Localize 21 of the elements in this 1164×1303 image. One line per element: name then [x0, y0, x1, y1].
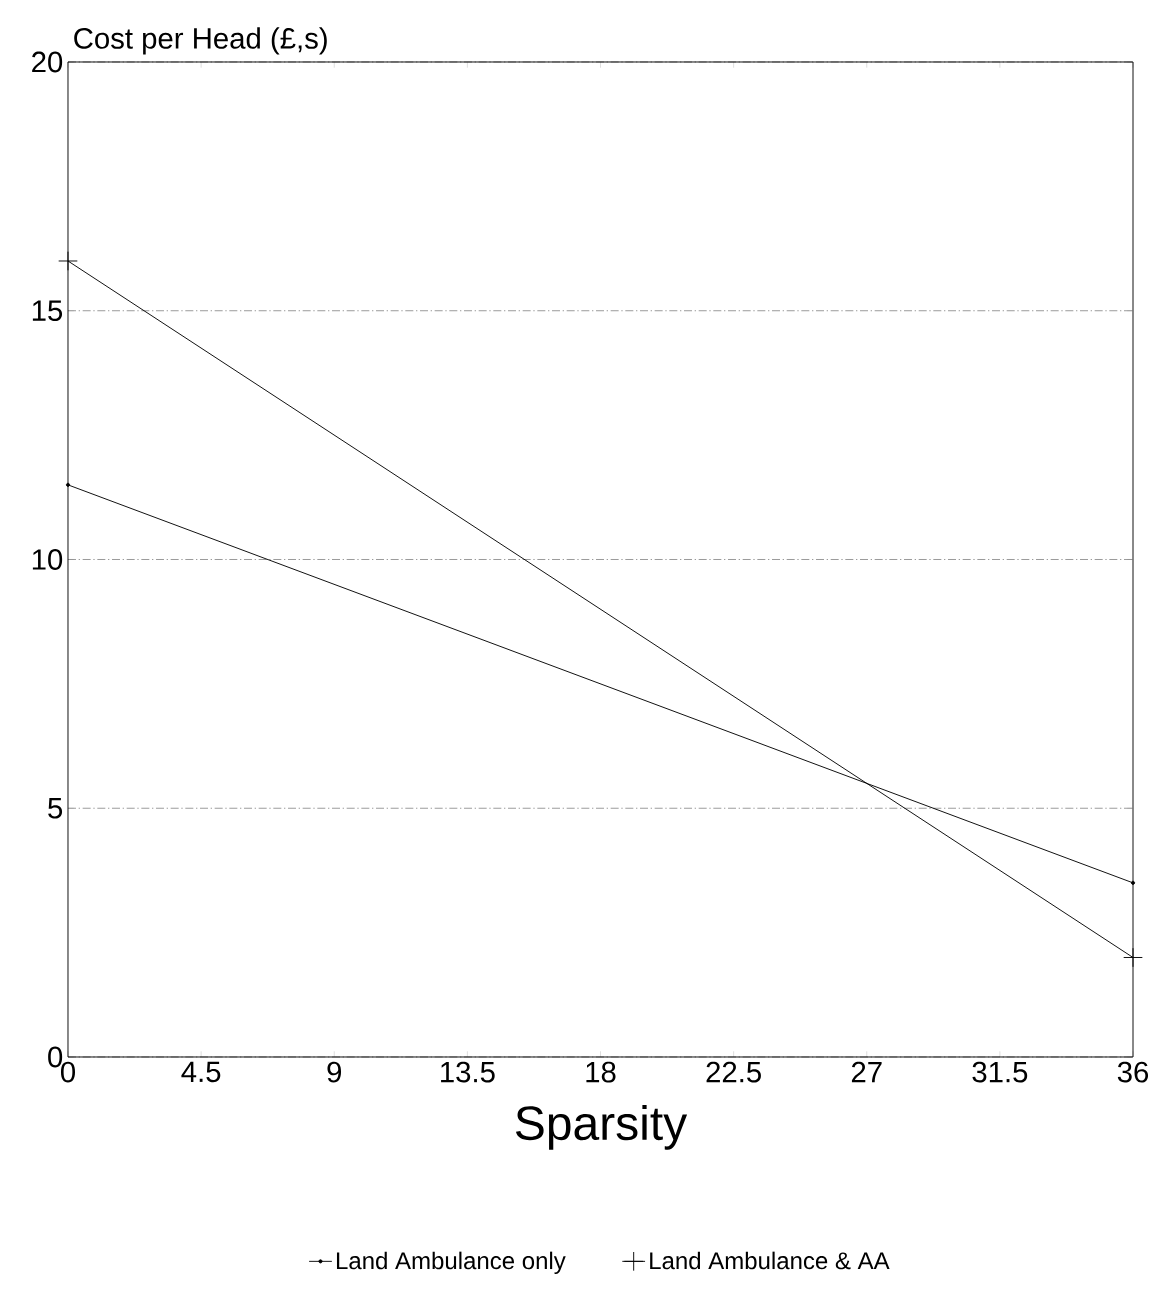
- y-tick-label: 15: [32, 300, 63, 321]
- point: [1123, 947, 1143, 968]
- x-axis-title: Sparsity: [515, 1104, 688, 1150]
- point: [58, 251, 78, 271]
- point: [1130, 880, 1136, 885]
- x-tick-label: 31.5: [972, 1061, 1028, 1083]
- legend-label: Land Ambulance & AA: [650, 1251, 890, 1270]
- x-tick-label: 36: [1117, 1061, 1149, 1083]
- x-tick-label: 27: [851, 1061, 882, 1083]
- legend-label: Land Ambulance only: [336, 1251, 566, 1275]
- x-tick-label: 18: [586, 1061, 616, 1083]
- y-tick-label: 0: [48, 1046, 63, 1068]
- x-tick-label: 22.5: [706, 1061, 761, 1083]
- x-tick-label: 4.5: [181, 1061, 221, 1083]
- y-axis-title: Cost per Head (£,s): [74, 27, 327, 55]
- y-tick-label: 10: [32, 549, 63, 570]
- y-tick-label: 5: [48, 798, 63, 819]
- point: [65, 482, 71, 487]
- y-tick-label: 20: [32, 51, 63, 73]
- x-tick-label: 9: [327, 1061, 342, 1083]
- x-tick-label: 13.5: [441, 1061, 495, 1083]
